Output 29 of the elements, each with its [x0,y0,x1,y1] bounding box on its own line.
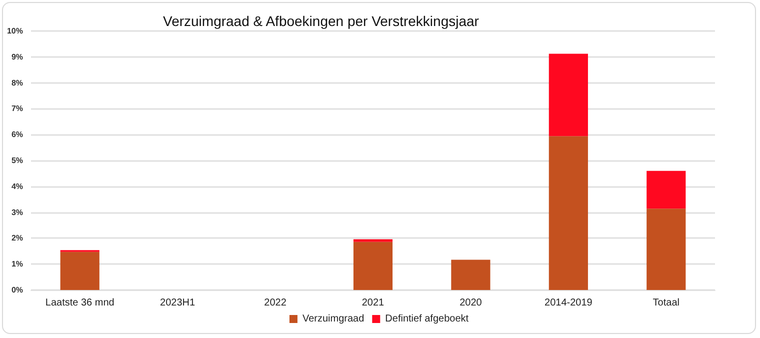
bar [646,170,686,209]
y-tick-label: 3% [11,208,23,217]
bar [451,260,490,290]
x-tick-label: 2022 [264,298,287,308]
y-tick-label: 1% [11,260,23,269]
y-tick-label: 8% [11,78,23,88]
y-tick-label: 9% [11,52,23,62]
bar [548,54,588,136]
x-tick-label: 2021 [362,298,385,308]
y-tick-label: 7% [11,104,23,114]
bar [548,136,588,290]
legend-label: Defintief afgeboekt [385,314,469,324]
y-tick-label: 5% [11,156,23,165]
x-tick-label: Laatste 36 mnd [45,298,114,308]
y-tick-label: 6% [11,130,23,140]
bar [646,208,686,290]
y-tick-label: 0% [11,286,23,294]
x-tick-label: Totaal [652,298,680,308]
bar [353,239,393,242]
y-tick-label: 4% [11,182,23,191]
bar [353,242,393,290]
x-tick-label: 2023H1 [160,298,196,308]
bar [60,252,100,290]
x-tick-label: 2020 [460,298,482,308]
chart-title: Verzuimgraad & Afboekingen per Verstrekkingsjaar [163,13,480,29]
y-tick-label: 2% [11,234,23,243]
x-tick-label: 2014-2019 [544,298,593,308]
legend-label: Verzuimgraad [302,314,364,324]
y-tick-label: 10% [6,26,23,36]
